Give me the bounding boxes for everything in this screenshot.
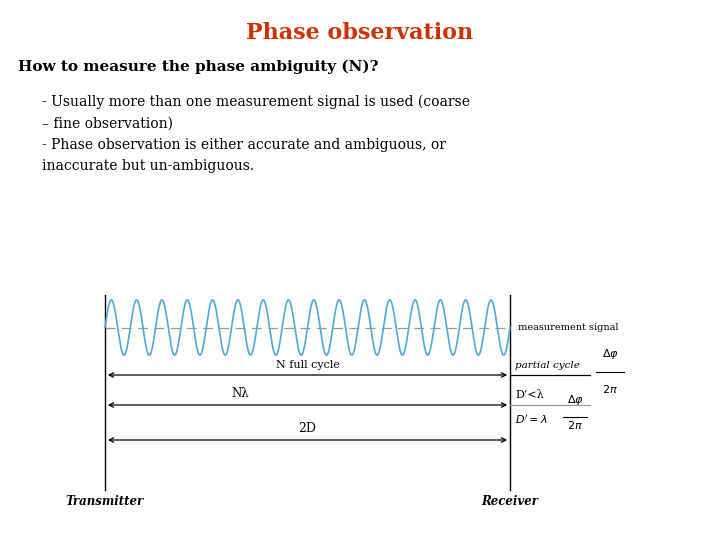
- Text: How to measure the phase ambiguity (N)?: How to measure the phase ambiguity (N)?: [18, 60, 379, 75]
- Text: Transmitter: Transmitter: [66, 495, 144, 508]
- Text: Phase observation: Phase observation: [246, 22, 474, 44]
- Text: N full cycle: N full cycle: [276, 360, 339, 370]
- Text: partial cycle: partial cycle: [515, 361, 580, 370]
- Text: D’<λ: D’<λ: [515, 390, 544, 400]
- Text: $2\pi$: $2\pi$: [567, 419, 583, 431]
- Text: $D'=\lambda$: $D'=\lambda$: [515, 413, 548, 426]
- Text: measurement signal: measurement signal: [518, 323, 618, 332]
- Text: - Usually more than one measurement signal is used (coarse
– fine observation)
-: - Usually more than one measurement sign…: [42, 95, 470, 173]
- Text: Nλ: Nλ: [231, 387, 249, 400]
- Text: Receiver: Receiver: [482, 495, 539, 508]
- Text: $2\pi$: $2\pi$: [602, 383, 618, 395]
- Text: 2D: 2D: [299, 422, 317, 435]
- Text: $\Delta\varphi$: $\Delta\varphi$: [567, 393, 583, 407]
- Text: $\Delta\varphi$: $\Delta\varphi$: [602, 347, 618, 361]
